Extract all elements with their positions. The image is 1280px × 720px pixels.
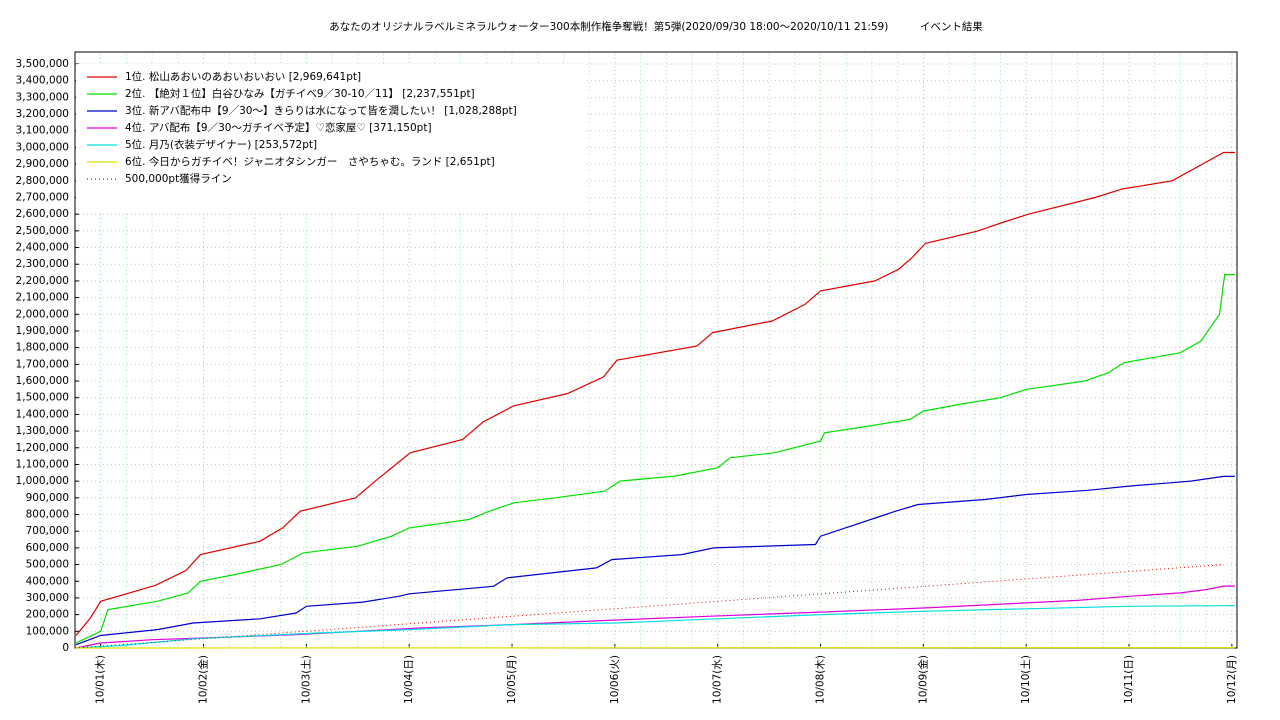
y-tick-label: 0 (62, 642, 69, 654)
y-tick-label: 600,000 (26, 542, 69, 554)
legend-label: 6位. 今日からガチイベ！ジャニオタシンガー さやちゃむ。ランド [2,651p… (125, 155, 495, 168)
y-tick-label: 1,000,000 (16, 475, 69, 487)
series-line (75, 475, 1235, 646)
y-tick-label: 1,300,000 (16, 425, 69, 437)
y-tick-label: 2,400,000 (16, 242, 69, 254)
legend-label: 2位. 【絶対１位】白谷ひなみ【ガチイベ9／30-10／11】 [2,237,5… (125, 87, 475, 100)
y-tick-label: 3,500,000 (16, 58, 69, 70)
x-tick-label: 10/02(金) (197, 655, 210, 704)
y-tick-label: 700,000 (26, 525, 69, 537)
y-tick-label: 500,000 (26, 559, 69, 571)
series-line (75, 274, 1235, 644)
series-line (75, 585, 1235, 649)
y-tick-label: 3,200,000 (16, 108, 69, 120)
y-tick-label: 2,500,000 (16, 225, 69, 237)
y-tick-label: 1,900,000 (16, 325, 69, 337)
y-tick-label: 2,200,000 (16, 275, 69, 287)
y-tick-label: 3,400,000 (16, 75, 69, 87)
legend-label: 4位. アバ配布【9／30〜ガチイベ予定】♡恋家屋♡ [371,150pt] (125, 121, 432, 134)
y-tick-label: 2,000,000 (16, 308, 69, 320)
y-tick-label: 2,600,000 (16, 208, 69, 220)
y-tick-label: 1,600,000 (16, 375, 69, 387)
y-tick-label: 200,000 (26, 609, 69, 621)
y-tick-label: 3,100,000 (16, 125, 69, 137)
legend-box (76, 64, 586, 211)
series-line (74, 564, 1224, 649)
y-tick-label: 2,100,000 (16, 292, 69, 304)
x-tick-label: 10/01(木) (95, 655, 107, 704)
series-line (75, 151, 1235, 636)
legend-label: 5位. 月乃(衣装デザイナー) [253,572pt] (125, 138, 317, 151)
x-tick-label: 10/06(火) (609, 655, 621, 704)
y-tick-label: 100,000 (26, 625, 69, 637)
y-tick-label: 2,800,000 (16, 175, 69, 187)
y-tick-label: 800,000 (26, 509, 69, 521)
y-tick-label: 3,000,000 (16, 141, 69, 153)
y-tick-label: 1,800,000 (16, 342, 69, 354)
x-tick-label: 10/09(金) (916, 655, 929, 704)
y-tick-label: 900,000 (26, 492, 69, 504)
legend-label: 500,000pt獲得ライン (125, 172, 232, 185)
y-tick-label: 2,900,000 (16, 158, 69, 170)
y-tick-label: 1,100,000 (16, 458, 69, 470)
legend-label: 3位. 新アバ配布中【9／30〜】きらりは水になって皆を潤したい！ [1,028… (125, 104, 517, 117)
y-tick-label: 400,000 (26, 575, 69, 587)
y-tick-label: 1,500,000 (16, 392, 69, 404)
y-tick-label: 300,000 (26, 592, 69, 604)
x-tick-label: 10/04(日) (403, 655, 415, 704)
y-tick-label: 2,700,000 (16, 191, 69, 203)
chart-title: あなたのオリジナルラベルミネラルウォーター300本制作権争奪戦！第5弾(2020… (329, 20, 983, 33)
y-tick-label: 2,300,000 (16, 258, 69, 270)
x-tick-label: 10/07(水) (712, 655, 724, 704)
x-tick-label: 10/11(日) (1123, 655, 1135, 704)
x-tick-label: 10/08(木) (815, 655, 827, 704)
x-tick-label: 10/03(土) (299, 655, 312, 704)
y-tick-label: 1,400,000 (16, 408, 69, 420)
legend-label: 1位. 松山あおいのあおいおいおい [2,969,641pt] (125, 70, 361, 83)
series-line (75, 605, 1235, 649)
y-tick-label: 3,300,000 (16, 91, 69, 103)
y-tick-label: 1,700,000 (16, 358, 69, 370)
y-tick-label: 1,200,000 (16, 442, 69, 454)
x-tick-label: 10/10(土) (1019, 655, 1032, 704)
x-tick-label: 10/12(月) (1226, 655, 1238, 704)
x-tick-label: 10/05(月) (506, 655, 518, 704)
